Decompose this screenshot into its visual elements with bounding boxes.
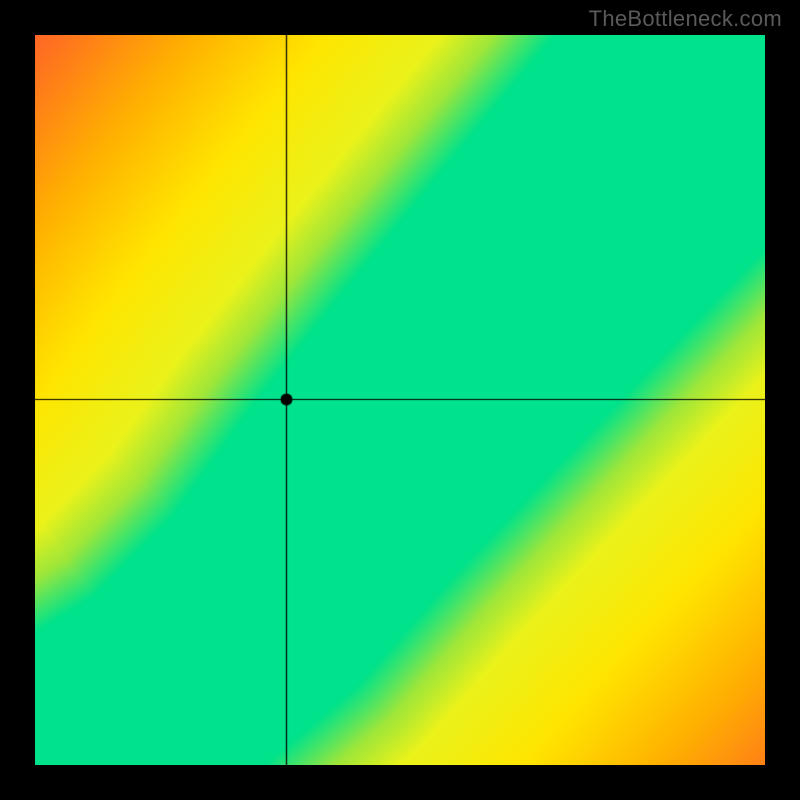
plot-area (35, 35, 765, 765)
heatmap-canvas (35, 35, 765, 765)
watermark-text: TheBottleneck.com (589, 6, 782, 32)
chart-container: TheBottleneck.com (0, 0, 800, 800)
